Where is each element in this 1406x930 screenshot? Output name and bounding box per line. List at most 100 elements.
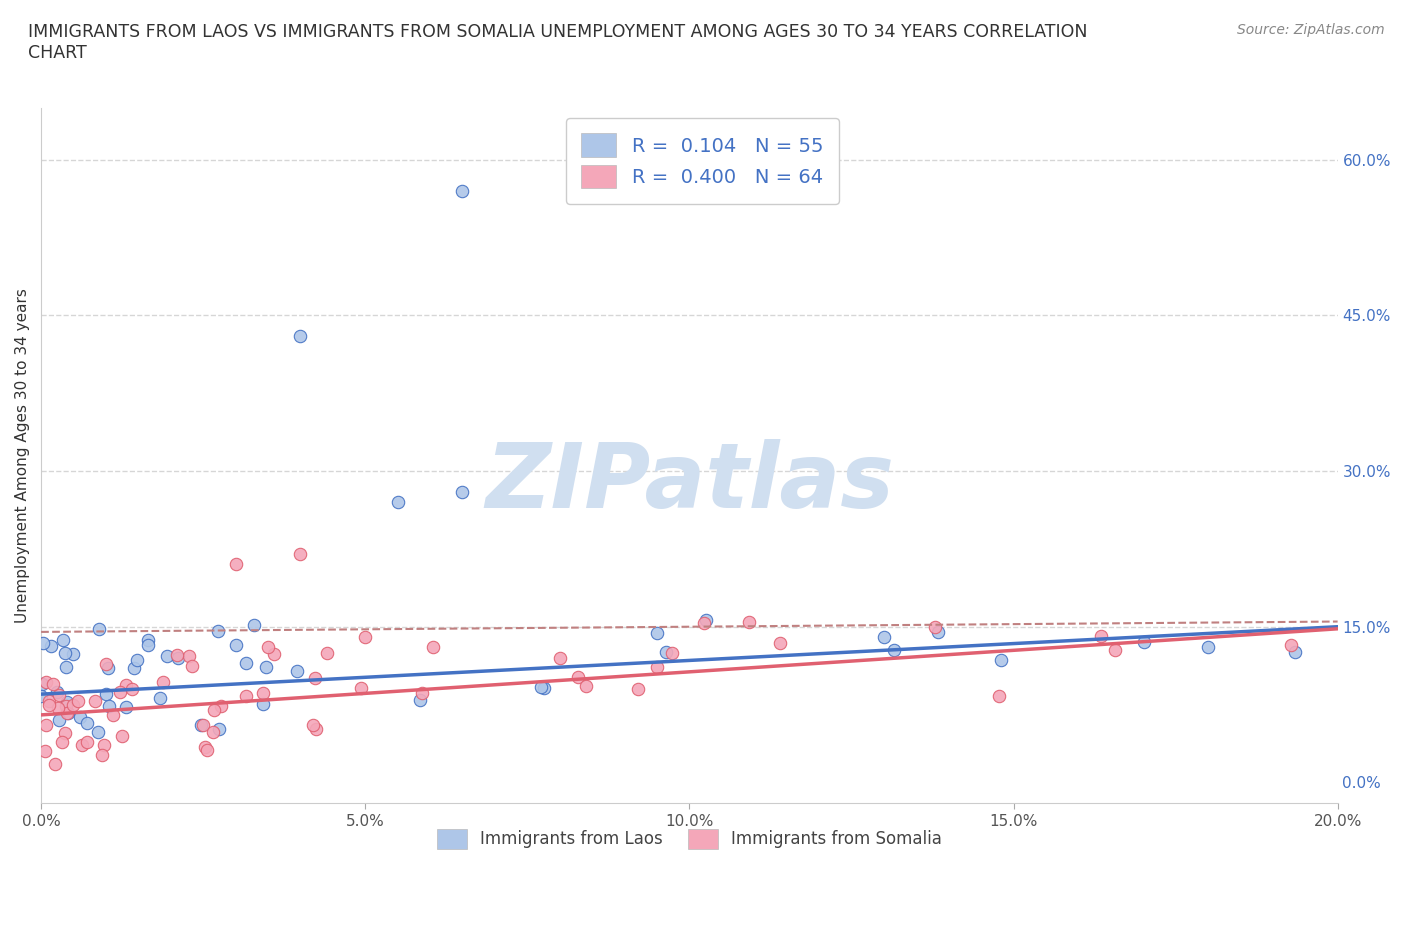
Point [35, 718, 58, 733]
Point [84, 694, 107, 709]
Point [290, 329, 312, 344]
Point [304, 671, 326, 685]
Text: ZIPatlas: ZIPatlas [485, 439, 894, 527]
Point [1279, 638, 1302, 653]
Point [451, 183, 474, 198]
Point [194, 739, 217, 754]
Point [305, 722, 328, 737]
Point [692, 615, 714, 630]
Point [315, 645, 337, 660]
Point [208, 722, 231, 737]
Point [136, 632, 159, 647]
Point [115, 700, 138, 715]
Point [202, 724, 225, 739]
Point [53, 726, 76, 741]
Point [530, 680, 553, 695]
Point [62, 646, 84, 661]
Point [252, 685, 274, 700]
Point [55, 698, 77, 713]
Point [645, 626, 668, 641]
Point [883, 643, 905, 658]
Point [661, 645, 683, 660]
Point [114, 678, 136, 693]
Point [76, 735, 98, 750]
Point [31, 676, 53, 691]
Point [1284, 645, 1306, 660]
Point [48, 688, 70, 703]
Point [695, 613, 717, 628]
Point [191, 718, 214, 733]
Point [56, 706, 79, 721]
Point [136, 637, 159, 652]
Point [257, 640, 280, 655]
Point [350, 681, 373, 696]
Point [34, 744, 56, 759]
Legend: Immigrants from Laos, Immigrants from Somalia: Immigrants from Laos, Immigrants from So… [429, 820, 950, 857]
Point [96, 660, 118, 675]
Point [738, 615, 761, 630]
Y-axis label: Unemployment Among Ages 30 to 34 years: Unemployment Among Ages 30 to 34 years [15, 288, 30, 623]
Point [55, 659, 77, 674]
Point [387, 495, 409, 510]
Point [39, 638, 62, 653]
Point [290, 547, 312, 562]
Point [927, 624, 949, 639]
Point [422, 640, 444, 655]
Point [873, 630, 896, 644]
Point [235, 656, 257, 671]
Point [110, 684, 132, 699]
Text: IMMIGRANTS FROM LAOS VS IMMIGRANTS FROM SOMALIA UNEMPLOYMENT AMONG AGES 30 TO 34: IMMIGRANTS FROM LAOS VS IMMIGRANTS FROM … [28, 23, 1088, 62]
Point [67, 694, 90, 709]
Point [30, 688, 52, 703]
Point [93, 737, 115, 752]
Point [202, 702, 225, 717]
Point [87, 724, 110, 739]
Point [235, 688, 257, 703]
Point [51, 735, 73, 750]
Point [209, 698, 232, 713]
Point [44, 757, 66, 772]
Point [207, 624, 229, 639]
Point [56, 695, 79, 710]
Point [533, 681, 555, 696]
Point [31, 636, 53, 651]
Point [990, 652, 1012, 667]
Point [121, 682, 143, 697]
Point [768, 635, 790, 650]
Point [645, 659, 668, 674]
Point [1197, 640, 1219, 655]
Point [354, 630, 377, 644]
Point [451, 485, 474, 499]
Point [96, 657, 118, 671]
Point [1090, 629, 1112, 644]
Point [1133, 635, 1156, 650]
Point [1104, 643, 1126, 658]
Point [122, 660, 145, 675]
Point [243, 618, 266, 632]
Point [181, 659, 204, 674]
Point [627, 682, 650, 697]
Point [987, 688, 1010, 703]
Point [111, 729, 134, 744]
Point [45, 685, 67, 700]
Point [195, 742, 218, 757]
Point [924, 620, 946, 635]
Point [98, 698, 121, 713]
Text: Source: ZipAtlas.com: Source: ZipAtlas.com [1237, 23, 1385, 37]
Point [90, 747, 112, 762]
Point [94, 686, 117, 701]
Point [190, 718, 212, 733]
Point [567, 670, 589, 684]
Point [655, 645, 678, 660]
Point [35, 674, 58, 689]
Point [70, 737, 93, 752]
Point [575, 679, 598, 694]
Point [69, 710, 91, 724]
Point [89, 622, 111, 637]
Point [76, 715, 98, 730]
Point [52, 633, 75, 648]
Point [53, 645, 76, 660]
Point [149, 691, 172, 706]
Point [38, 694, 60, 709]
Point [103, 708, 125, 723]
